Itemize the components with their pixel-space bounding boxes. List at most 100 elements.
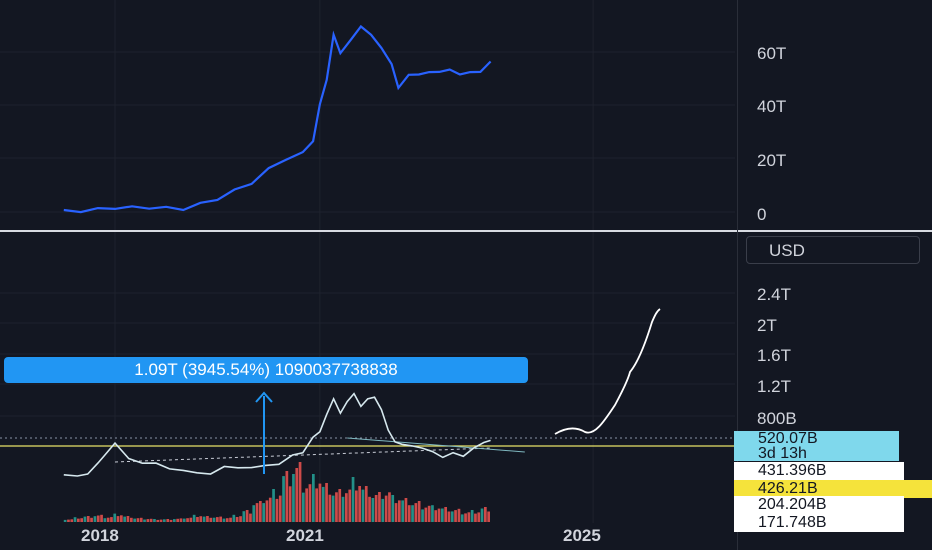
volume-bar xyxy=(120,515,123,522)
volume-bar xyxy=(272,489,275,522)
volume-bar xyxy=(341,496,345,522)
bottom-tick-label: 2T xyxy=(757,316,777,335)
volume-bar xyxy=(219,516,222,522)
volume-bar xyxy=(90,517,93,522)
volume-bar xyxy=(232,514,236,522)
volume-bar xyxy=(130,517,133,522)
volume-bar xyxy=(470,510,474,522)
volume-bar xyxy=(116,516,120,522)
volume-bar xyxy=(93,516,97,522)
bottom-tick-label: 1.2T xyxy=(757,377,792,396)
volume-bar xyxy=(63,519,67,522)
volume-bar xyxy=(235,517,239,522)
volume-bar xyxy=(123,516,126,522)
projection-curve xyxy=(554,308,661,435)
volume-bar xyxy=(159,519,163,522)
volume-bar xyxy=(113,513,117,522)
volume-bar xyxy=(209,517,213,522)
volume-bar xyxy=(199,516,203,522)
volume-bar xyxy=(252,505,256,522)
volume-bar xyxy=(467,512,471,522)
volume-bar xyxy=(374,495,378,522)
volume-bar xyxy=(394,503,398,522)
volume-bar xyxy=(278,495,282,522)
volume-bar xyxy=(192,514,196,522)
volume-bar xyxy=(378,492,381,522)
volume-bar xyxy=(447,511,451,522)
volume-bar xyxy=(242,511,246,522)
volume-bar xyxy=(166,519,170,522)
volume-bar xyxy=(401,500,404,522)
volume-bar xyxy=(404,498,408,522)
measure-label: 1.09T (3945.54%) 1090037738838 xyxy=(4,357,528,383)
volume-bar xyxy=(381,498,385,522)
volume-bar xyxy=(189,517,193,522)
volume-bar xyxy=(73,517,77,522)
pane-divider[interactable] xyxy=(0,230,932,232)
volume-bar xyxy=(487,511,490,522)
volume-bar xyxy=(431,505,434,522)
volume-bar xyxy=(216,517,219,522)
x-tick-2018: 2018 xyxy=(81,526,119,545)
volume-bar xyxy=(348,489,352,522)
volume-bar xyxy=(156,519,160,522)
volume-bar xyxy=(249,513,252,522)
volume-bar xyxy=(179,518,183,522)
volume-bar xyxy=(391,495,395,522)
volume-bar xyxy=(70,519,74,522)
volume-bar xyxy=(371,498,375,522)
volume-bar xyxy=(143,519,146,522)
price-tag-countdown: 3d 13h xyxy=(758,445,807,462)
volume-bar xyxy=(110,517,113,522)
volume-bar xyxy=(295,468,299,522)
currency-button[interactable]: USD xyxy=(746,236,920,264)
volume-bar xyxy=(331,495,335,522)
bottom-tick-label: 2.4T xyxy=(757,285,792,304)
trend-dashed-line xyxy=(114,447,491,463)
volume-bar xyxy=(398,500,401,522)
volume-bar xyxy=(434,510,438,522)
volume-bar xyxy=(364,486,368,522)
volume-bar xyxy=(255,503,259,522)
volume-bar xyxy=(302,492,305,522)
top-tick-label: 60T xyxy=(757,44,787,63)
volume-bar xyxy=(212,517,216,522)
volume-bar xyxy=(106,517,110,522)
volume-bar xyxy=(464,513,467,522)
volume-bar xyxy=(427,505,431,522)
volume-bar xyxy=(239,516,242,522)
volume-bar xyxy=(196,517,199,522)
volume-bar xyxy=(292,474,295,522)
volume-bar xyxy=(411,505,414,522)
volume-bar xyxy=(100,514,103,522)
volume-bar xyxy=(460,514,464,522)
volume-bar xyxy=(437,508,441,522)
volume-bar xyxy=(384,495,388,522)
volume-bar xyxy=(259,501,262,522)
volume-bar xyxy=(315,488,318,522)
volume-bar xyxy=(288,486,292,522)
price-tag: 204.204B xyxy=(734,496,904,514)
volume-bar xyxy=(474,513,477,522)
volume-bar xyxy=(318,483,322,522)
volume-bar xyxy=(335,492,338,522)
volume-bar xyxy=(355,490,358,522)
volume-bar xyxy=(325,483,328,522)
price-series-line xyxy=(63,392,491,477)
volume-bar xyxy=(126,516,130,522)
volume-bar xyxy=(414,503,418,522)
top-tick-label: 20T xyxy=(757,151,787,170)
volume-bar xyxy=(67,519,70,522)
volume-bar xyxy=(328,494,332,522)
volume-bar xyxy=(275,498,279,522)
volume-bar xyxy=(202,516,206,522)
volume-bar xyxy=(96,515,100,522)
volume-bar xyxy=(146,519,150,522)
volume-bar xyxy=(407,505,411,522)
top-tick-label: 40T xyxy=(757,97,787,116)
volume-bar xyxy=(136,518,140,522)
price-tag-value: 520.07B xyxy=(758,430,818,447)
price-tag: 426.21B xyxy=(734,480,932,498)
volume-bar xyxy=(454,510,457,522)
